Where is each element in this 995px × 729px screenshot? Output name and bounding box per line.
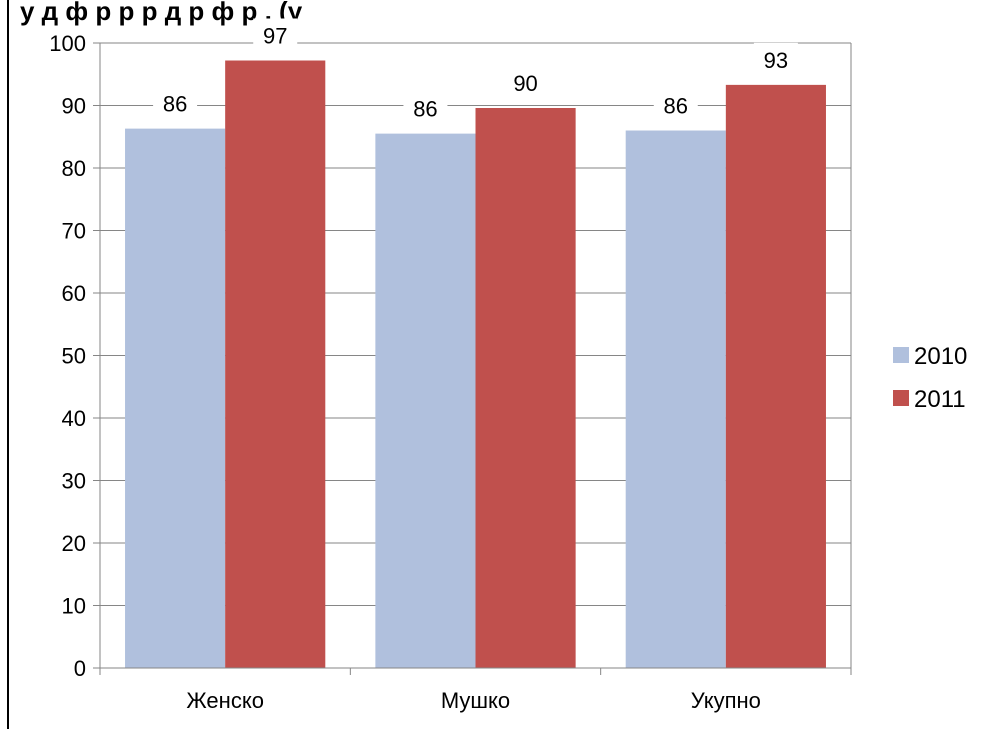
y-tick-label: 80 xyxy=(62,156,86,181)
data-label-background xyxy=(753,42,798,73)
legend-label-2010: 2010 xyxy=(914,343,967,370)
y-tick-label: 40 xyxy=(62,406,86,431)
x-axis-categories: Женско Мушко Укупно xyxy=(186,688,761,713)
y-tick-label: 100 xyxy=(49,31,86,56)
data-label-background xyxy=(403,91,448,122)
legend-label-2011: 2011 xyxy=(914,386,966,413)
y-tick-label: 30 xyxy=(62,469,86,494)
data-label-2010-1: 86 xyxy=(413,97,437,122)
y-tick-label: 20 xyxy=(62,531,86,556)
y-tick-label: 70 xyxy=(62,219,86,244)
data-label-2011-2: 93 xyxy=(764,48,788,73)
bar-2010-2 xyxy=(625,130,726,668)
bar-2011-0 xyxy=(225,60,326,668)
x-category-label: Мушко xyxy=(441,688,510,713)
x-category-label: Укупно xyxy=(691,688,761,713)
legend-swatch-2010 xyxy=(893,347,909,363)
x-category-label: Женско xyxy=(186,688,264,713)
y-tick-label: 50 xyxy=(62,344,86,369)
y-tick-label: 0 xyxy=(74,656,86,681)
data-label-background xyxy=(653,88,698,119)
legend-swatch-2011 xyxy=(893,390,909,406)
data-label-background xyxy=(503,66,548,96)
axes xyxy=(93,42,852,675)
legend: 2010 2011 xyxy=(893,343,967,413)
data-label-2010-2: 86 xyxy=(664,94,688,119)
bar-2010-1 xyxy=(375,133,476,668)
bar-2011-1 xyxy=(475,108,576,668)
y-tick-label: 60 xyxy=(62,281,86,306)
data-label-background xyxy=(153,86,198,117)
bars xyxy=(125,60,826,668)
bar-2011-2 xyxy=(725,84,826,668)
y-tick-label: 90 xyxy=(62,94,86,119)
bar-2010-0 xyxy=(125,128,226,668)
data-labels: 86 86 86 97 90 93 xyxy=(153,18,798,122)
y-axis-ticks: 0 10 20 30 40 50 60 70 80 90 100 xyxy=(49,31,86,681)
y-tick-label: 10 xyxy=(62,594,86,619)
data-label-2011-1: 90 xyxy=(513,71,537,96)
data-label-2011-0: 97 xyxy=(263,24,287,49)
data-label-2010-0: 86 xyxy=(163,92,187,117)
data-label-background xyxy=(253,18,298,49)
